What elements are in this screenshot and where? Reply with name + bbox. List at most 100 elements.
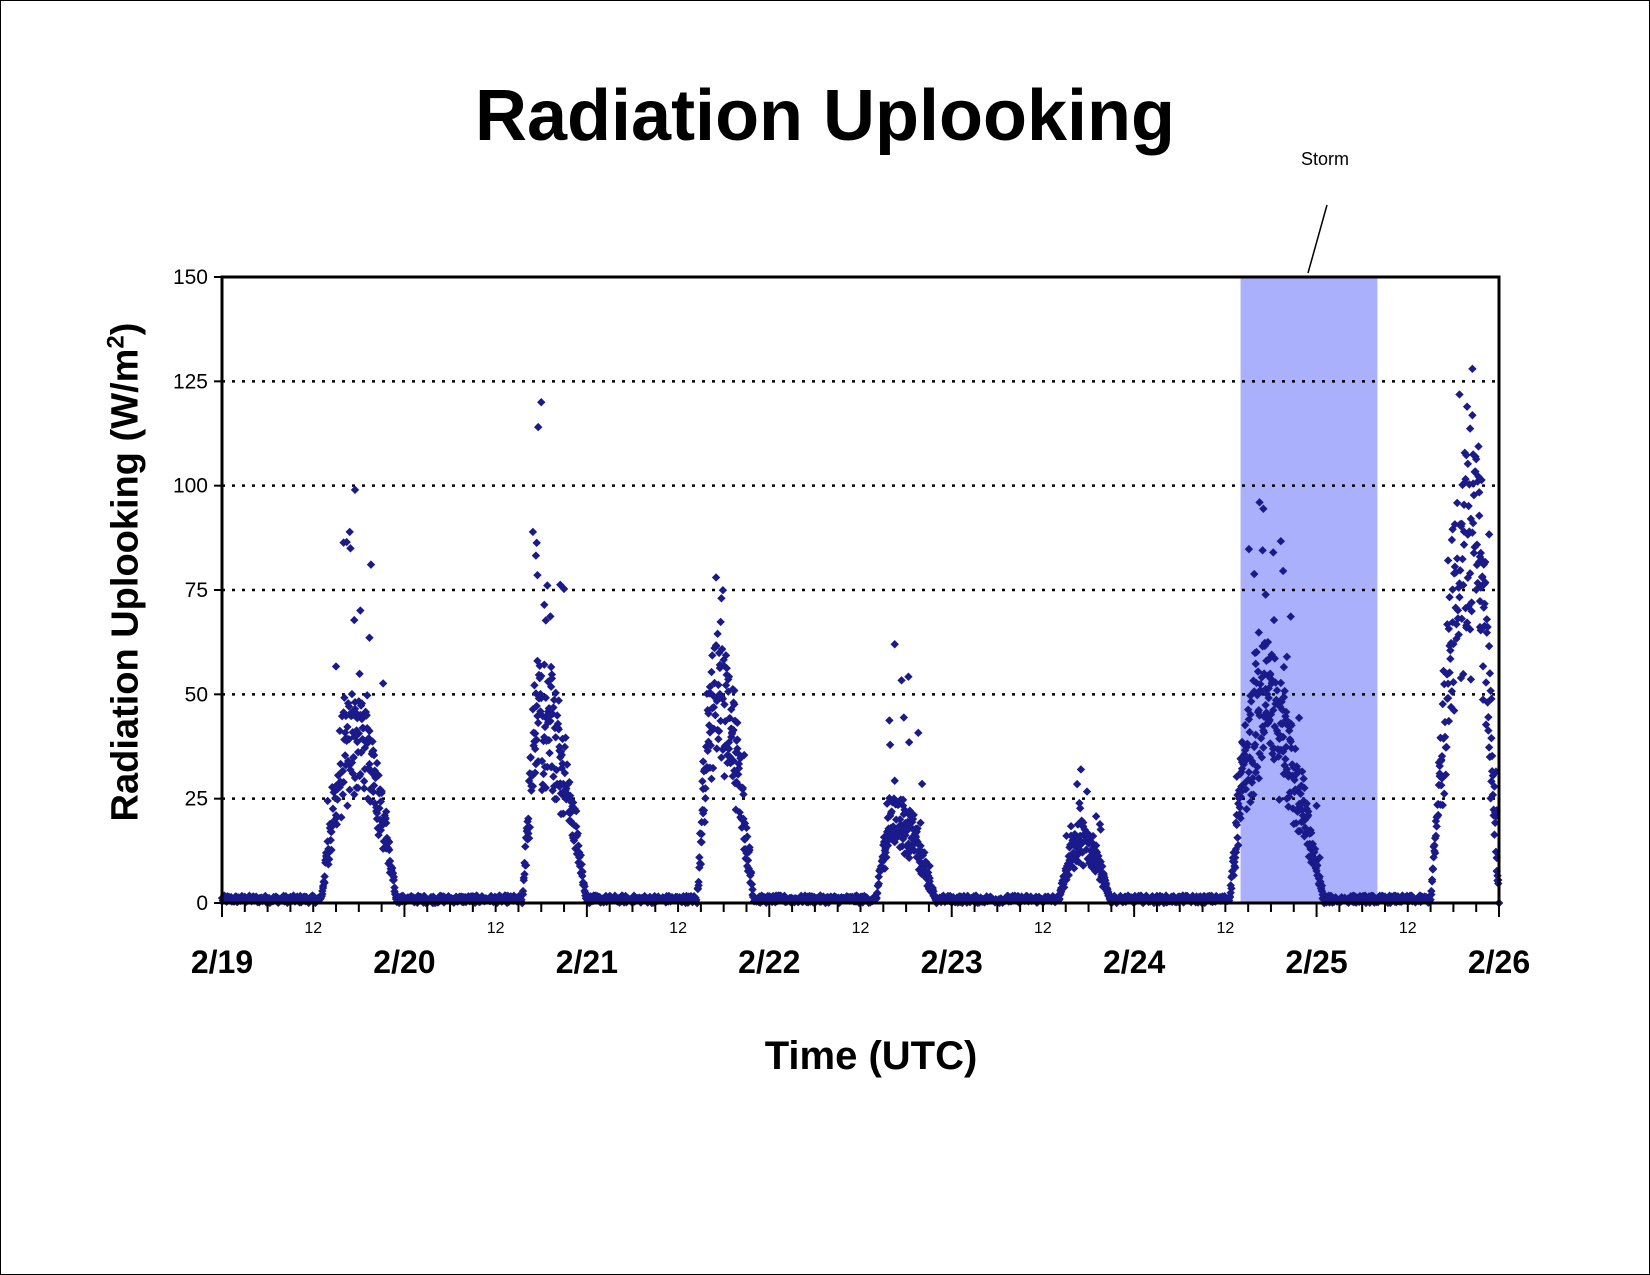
data-point	[717, 753, 726, 762]
data-point	[1292, 769, 1302, 778]
data-point	[1071, 852, 1080, 862]
data-point	[1435, 771, 1444, 781]
data-point	[1312, 866, 1321, 876]
data-point	[546, 612, 555, 621]
data-point	[1461, 474, 1470, 484]
data-point	[708, 763, 718, 773]
data-point	[549, 703, 558, 712]
data-point	[375, 804, 384, 813]
data-point	[1481, 578, 1490, 587]
data-point	[1297, 781, 1306, 790]
data-point	[1466, 675, 1476, 684]
data-point	[1300, 783, 1309, 793]
data-point	[1431, 831, 1441, 841]
data-point	[904, 839, 913, 848]
data-point	[738, 783, 747, 792]
data-point	[353, 713, 362, 723]
x-noon-tick-label: 12	[669, 920, 687, 937]
data-point	[324, 848, 334, 857]
data-point	[1287, 721, 1296, 730]
data-point	[1491, 767, 1501, 776]
data-point	[362, 711, 371, 720]
data-point	[712, 744, 722, 753]
data-point	[339, 708, 348, 717]
data-point	[350, 704, 360, 714]
data-point	[1481, 678, 1491, 687]
data-point	[1248, 773, 1257, 783]
data-point	[574, 841, 583, 850]
data-point	[743, 832, 752, 841]
data-point	[909, 810, 918, 820]
data-point	[1310, 844, 1320, 854]
data-point	[1231, 847, 1241, 857]
data-point	[905, 806, 915, 815]
data-point	[1456, 673, 1466, 683]
data-point	[355, 669, 364, 679]
data-point	[540, 600, 549, 609]
data-point	[1227, 884, 1236, 893]
data-point	[1260, 711, 1270, 720]
data-point	[717, 644, 727, 654]
y-axis-label-close: )	[104, 322, 147, 336]
data-point	[1238, 739, 1248, 748]
data-point	[376, 797, 386, 806]
data-point	[1250, 569, 1259, 579]
data-point	[700, 817, 709, 827]
data-point	[540, 660, 549, 669]
data-point	[711, 711, 720, 720]
data-point	[698, 757, 708, 766]
data-point	[533, 711, 542, 721]
data-point	[1472, 540, 1482, 549]
data-point	[1285, 792, 1294, 802]
data-point	[543, 581, 552, 590]
data-point	[714, 680, 723, 690]
data-point	[703, 746, 712, 756]
data-point	[1066, 860, 1075, 869]
data-point	[365, 633, 374, 642]
data-point	[1427, 886, 1436, 896]
data-point	[1313, 861, 1322, 870]
data-point	[561, 733, 570, 742]
data-point	[1104, 889, 1114, 899]
data-point	[881, 848, 890, 857]
y-axis-label: Radiation Uplooking (W/m2)	[103, 323, 148, 822]
y-tick-label-25: 25	[185, 788, 208, 811]
data-point	[714, 734, 723, 744]
data-point	[1240, 720, 1250, 730]
x-noon-tick-label: 12	[487, 920, 505, 937]
data-point	[527, 786, 536, 795]
data-point	[1468, 528, 1477, 537]
data-point	[519, 875, 528, 885]
data-point	[530, 768, 540, 778]
data-point	[704, 709, 713, 718]
data-point	[545, 748, 554, 758]
data-point	[546, 716, 555, 726]
data-point	[1438, 800, 1447, 810]
data-point	[1095, 820, 1105, 829]
data-point	[1445, 668, 1454, 677]
data-point	[362, 691, 372, 700]
data-point	[1066, 821, 1076, 831]
data-point	[546, 662, 556, 672]
data-point	[1293, 807, 1302, 816]
data-point	[356, 769, 365, 779]
data-point	[1243, 739, 1252, 749]
data-point	[887, 807, 896, 816]
data-point	[1279, 662, 1289, 672]
data-point	[721, 681, 731, 690]
data-point	[1284, 802, 1293, 811]
data-point	[1253, 762, 1262, 772]
data-point	[709, 724, 718, 733]
data-point	[888, 798, 897, 807]
data-point	[897, 676, 906, 685]
data-point	[1279, 692, 1289, 702]
data-point	[1487, 767, 1497, 776]
data-point	[356, 606, 365, 615]
data-point	[1274, 752, 1283, 761]
data-point	[1283, 768, 1292, 778]
data-point	[390, 883, 399, 892]
data-point	[358, 734, 367, 744]
data-point	[554, 725, 563, 734]
data-point	[340, 693, 349, 702]
